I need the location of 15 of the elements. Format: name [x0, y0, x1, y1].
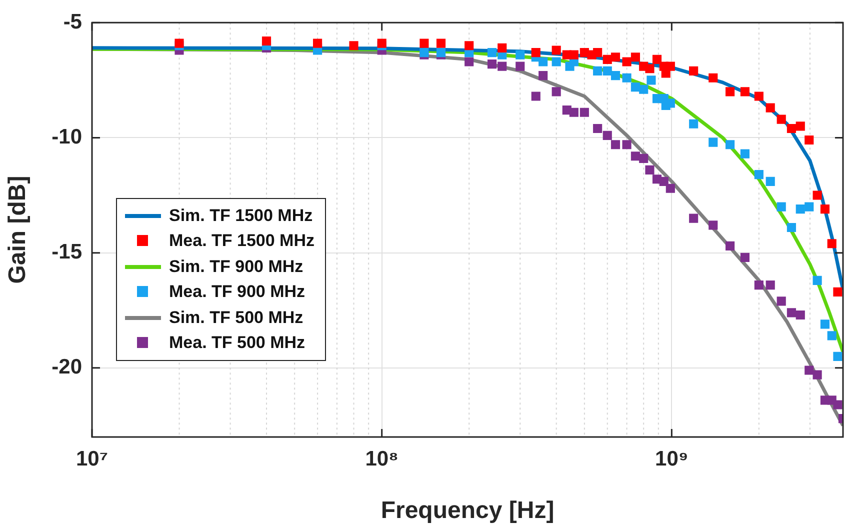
y-tick-label: -10 — [52, 126, 82, 149]
y-tick-label: -15 — [52, 240, 82, 264]
y-axis-title: Gain [dB] — [4, 176, 32, 284]
legend-label: Sim. TF 900 MHz — [169, 256, 304, 277]
legend-label: Mea. TF 500 MHz — [169, 333, 306, 354]
x-tick-label: 10⁹ — [655, 447, 688, 470]
y-tick-label: -5 — [63, 10, 82, 34]
y-tick-label: -20 — [52, 356, 82, 379]
x-axis-title: Frequency [Hz] — [380, 497, 554, 524]
legend-label: Mea. TF 900 MHz — [169, 282, 306, 302]
x-tick-label: 10⁸ — [365, 447, 398, 470]
x-tick-label: 10⁷ — [76, 447, 108, 470]
legend-label: Sim. TF 1500 MHz — [169, 206, 313, 226]
legend-label: Mea. TF 1500 MHz — [169, 231, 314, 252]
legend-label: Sim. TF 500 MHz — [169, 308, 304, 328]
